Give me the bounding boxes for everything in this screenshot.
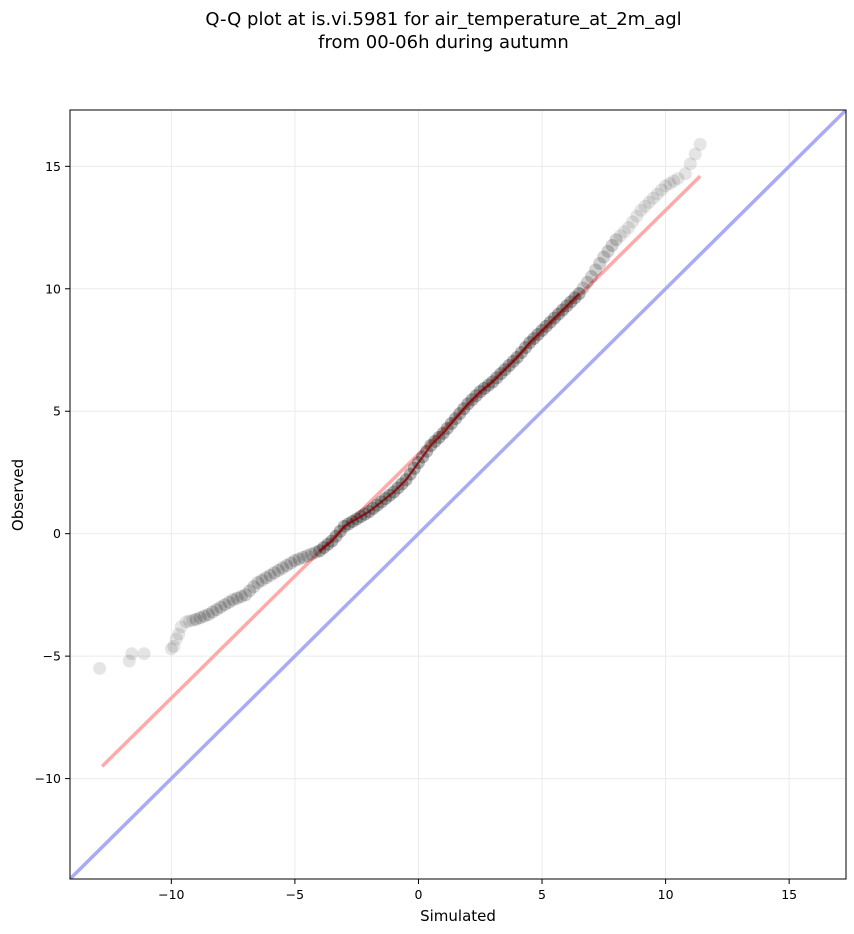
quantile-point	[667, 174, 681, 188]
quantile-point	[218, 598, 232, 612]
quantile-point	[169, 632, 183, 646]
quantile-point	[580, 275, 594, 289]
quantile-point	[271, 563, 285, 577]
quantile-point	[304, 547, 318, 561]
quantile-point	[164, 642, 178, 656]
quantile-point	[243, 584, 257, 598]
plot-area	[70, 110, 846, 879]
quantile-point	[284, 556, 298, 570]
dense-quantile-trace	[318, 292, 580, 552]
quantile-point	[663, 176, 677, 190]
y-axis-label: Observed	[9, 459, 27, 531]
y-tick-label: 10	[45, 281, 61, 296]
quantile-point	[247, 580, 261, 594]
quantile-point	[659, 179, 673, 193]
quantile-point	[210, 603, 224, 617]
quantile-point	[626, 215, 640, 229]
quantile-point	[230, 591, 244, 605]
quantile-point	[576, 281, 590, 295]
quantile-point	[255, 573, 269, 587]
quantile-point	[186, 613, 200, 627]
chart-title-line-1: Q-Q plot at is.vi.5981 for air_temperatu…	[205, 9, 682, 30]
quantile-point	[206, 605, 220, 619]
quantile-point	[267, 566, 281, 580]
quantile-point	[634, 203, 648, 217]
quantile-point	[601, 244, 615, 258]
quantile-point	[584, 270, 598, 284]
fit-line	[100, 174, 702, 768]
quantile-point	[189, 612, 203, 626]
quantile-point	[638, 199, 652, 213]
quantile-point	[172, 627, 186, 641]
quantile-point	[650, 187, 664, 201]
y-tick-label: −10	[35, 771, 61, 786]
quantile-point	[597, 250, 611, 264]
x-tick-label: −10	[158, 887, 184, 902]
x-tick-label: 5	[538, 887, 546, 902]
quantile-point	[222, 595, 236, 609]
quantile-point	[193, 611, 207, 625]
y-tick-label: 0	[53, 526, 61, 541]
quantile-point	[251, 576, 265, 590]
quantile-point	[693, 137, 707, 151]
x-axis-label: Simulated	[420, 907, 496, 925]
quantile-point	[642, 195, 656, 209]
quantile-point	[613, 229, 627, 243]
quantile-point	[300, 549, 314, 563]
quantile-point	[179, 615, 193, 629]
one-to-one-reference-line	[70, 110, 846, 879]
quantile-point	[201, 608, 215, 622]
quantile-points	[93, 137, 707, 675]
quantile-point	[226, 593, 240, 607]
y-axis: −10 −5 0 5 10 15	[35, 159, 70, 786]
quantile-point	[654, 183, 668, 197]
quantile-point	[122, 654, 136, 668]
quantile-point	[292, 552, 306, 566]
quantile-point	[630, 209, 644, 223]
quantile-point	[137, 647, 151, 661]
quantile-point	[678, 167, 692, 181]
quantile-point	[276, 561, 290, 575]
x-tick-label: 10	[658, 887, 674, 902]
y-tick-label: −5	[43, 649, 61, 664]
quantile-point	[234, 590, 248, 604]
quantile-point	[605, 239, 619, 253]
quantile-point	[238, 588, 252, 602]
chart-title: Q-Q plot at is.vi.5981 for air_temperatu…	[0, 8, 854, 54]
x-tick-label: 15	[781, 887, 797, 902]
quantile-point	[617, 225, 631, 239]
quantile-point	[214, 600, 228, 614]
quantile-point	[593, 256, 607, 270]
quantile-point	[280, 559, 294, 573]
quantile-point	[288, 554, 302, 568]
quantile-point	[259, 571, 273, 585]
x-tick-label: 0	[414, 887, 422, 902]
quantile-point	[589, 263, 603, 277]
x-axis: −10 −5 0 5 10 15	[158, 879, 797, 902]
quantile-point	[182, 614, 196, 628]
quantile-point	[167, 639, 181, 653]
y-tick-label: 15	[45, 159, 61, 174]
quantile-point	[609, 233, 623, 247]
quantile-point	[622, 221, 636, 235]
grid	[70, 110, 846, 879]
quantile-point	[174, 620, 188, 634]
plot-frame	[69, 109, 847, 880]
quantile-point	[197, 609, 211, 623]
quantile-point	[296, 550, 310, 564]
quantile-point	[263, 568, 277, 582]
quantile-point	[688, 147, 702, 161]
quantile-point	[308, 545, 322, 559]
chart-title-line-2: from 00-06h during autumn	[318, 32, 569, 53]
y-tick-label: 5	[53, 404, 61, 419]
quantile-point	[125, 647, 139, 661]
quantile-point	[671, 172, 685, 186]
x-tick-label: −5	[286, 887, 304, 902]
quantile-point	[93, 661, 107, 675]
quantile-point	[683, 157, 697, 171]
quantile-point	[646, 191, 660, 205]
